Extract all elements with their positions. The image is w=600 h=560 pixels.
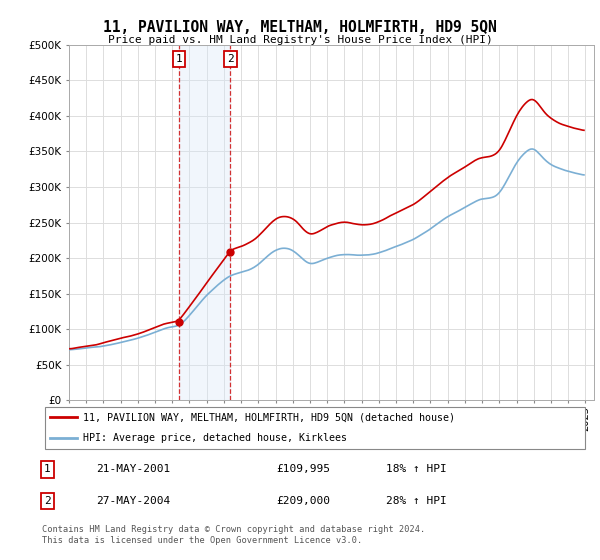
- Text: 18% ↑ HPI: 18% ↑ HPI: [386, 464, 447, 474]
- Text: 21-MAY-2001: 21-MAY-2001: [97, 464, 171, 474]
- Text: Contains HM Land Registry data © Crown copyright and database right 2024.
This d: Contains HM Land Registry data © Crown c…: [42, 525, 425, 545]
- Text: 2: 2: [227, 54, 234, 64]
- Text: HPI: Average price, detached house, Kirklees: HPI: Average price, detached house, Kirk…: [83, 433, 347, 444]
- Text: £109,995: £109,995: [277, 464, 331, 474]
- Text: 2: 2: [44, 496, 51, 506]
- Text: 27-MAY-2004: 27-MAY-2004: [97, 496, 171, 506]
- Text: 1: 1: [175, 54, 182, 64]
- Text: 28% ↑ HPI: 28% ↑ HPI: [386, 496, 447, 506]
- Text: 11, PAVILION WAY, MELTHAM, HOLMFIRTH, HD9 5QN (detached house): 11, PAVILION WAY, MELTHAM, HOLMFIRTH, HD…: [83, 412, 455, 422]
- Bar: [179, 45, 230, 400]
- Text: £209,000: £209,000: [277, 496, 331, 506]
- FancyBboxPatch shape: [45, 407, 585, 449]
- Text: 11, PAVILION WAY, MELTHAM, HOLMFIRTH, HD9 5QN: 11, PAVILION WAY, MELTHAM, HOLMFIRTH, HD…: [103, 20, 497, 35]
- Text: Price paid vs. HM Land Registry's House Price Index (HPI): Price paid vs. HM Land Registry's House …: [107, 35, 493, 45]
- Text: 1: 1: [44, 464, 51, 474]
